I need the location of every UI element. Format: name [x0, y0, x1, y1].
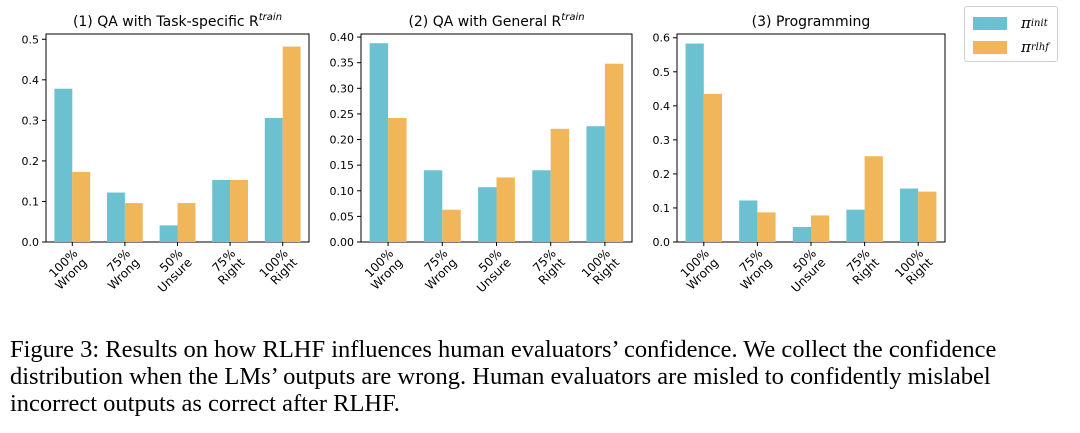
x-tick-label: 100%Right [257, 246, 301, 290]
bar-rlhf [811, 215, 830, 242]
y-tick-label: 0.15 [330, 159, 355, 172]
bar-rlhf [703, 93, 723, 243]
bar-rlhf [388, 118, 407, 242]
charts-canvas: (1) QA with Task-specific Rtrain 0.0 0.1 0.… [22, 12, 946, 295]
y-tick-label: 0.1 [653, 202, 671, 215]
chart-title: (1) QA with Task-specific Rtrain [73, 12, 282, 30]
bar-init [586, 126, 605, 242]
legend-item-init: π init [973, 13, 1048, 33]
chart-2: (2) QA with General Rtrain 0.00 0.05 0.10 0.… [330, 12, 633, 295]
x-tick-label: 75%Wrong [413, 246, 459, 292]
legend-item-rlhf: π rlhf [973, 37, 1049, 57]
bar-init [739, 200, 758, 242]
bar-rlhf [282, 46, 301, 243]
bar-init [478, 187, 497, 242]
x-tick-label: 75%Wrong [96, 246, 142, 292]
figure-caption: Figure 3: Results on how RLHF influences… [10, 336, 997, 417]
bar-init [107, 192, 125, 242]
y-tick-label: 0.25 [330, 108, 355, 121]
x-tick-label: 100%Wrong [359, 246, 405, 292]
chart-title: (3) Programming [752, 14, 871, 30]
bar-rlhf [496, 177, 515, 242]
bar-rlhf [918, 191, 937, 242]
y-tick-label: 0.4 [22, 74, 40, 87]
legend-subscript-init: init [1030, 17, 1048, 29]
legend-subscript-rlhf: rlhf [1030, 41, 1049, 53]
x-tick-label: 100%Right [892, 246, 936, 290]
bar-rlhf [604, 63, 624, 242]
bar-init [369, 43, 389, 242]
bar-init [846, 209, 865, 242]
y-tick-label: 0.00 [330, 236, 355, 249]
y-tick-label: 0.3 [22, 114, 40, 127]
y-tick-label: 0.30 [330, 82, 355, 95]
bar-init [792, 227, 811, 242]
bar-rlhf [177, 203, 196, 242]
x-tick-label: 75%Right [840, 246, 882, 288]
y-tick-label: 0.05 [330, 210, 355, 223]
legend-swatch-rlhf [973, 40, 1007, 54]
legend-swatch-init [973, 16, 1007, 30]
y-tick-label: 0.3 [653, 134, 671, 147]
bar-init [423, 170, 443, 242]
bar-init [899, 188, 919, 242]
chart-1: (1) QA with Task-specific Rtrain 0.0 0.1 0.… [22, 12, 310, 295]
x-tick-label: 100%Wrong [43, 246, 89, 292]
bar-init [532, 170, 551, 242]
y-tick-label: 0.10 [330, 185, 355, 198]
y-tick-label: 0.35 [330, 57, 355, 70]
legend: π init π rlhf [964, 6, 1058, 62]
x-tick-label: 50%Unsure [779, 246, 828, 295]
y-tick-label: 0.0 [22, 236, 40, 249]
bar-rlhf [864, 156, 883, 242]
bar-init [212, 179, 231, 242]
bar-rlhf [757, 212, 776, 242]
x-tick-label: 100%Wrong [675, 246, 721, 292]
bar-init [264, 117, 283, 242]
x-tick-label: 75%Right [206, 246, 248, 288]
y-tick-label: 0.20 [330, 134, 355, 147]
y-tick-label: 0.2 [22, 155, 40, 168]
x-tick-label: 100%Right [579, 246, 623, 290]
bar-init [54, 88, 73, 242]
bar-rlhf [550, 128, 570, 242]
chart-title: (2) QA with General Rtrain [408, 12, 584, 30]
y-tick-label: 0.6 [653, 32, 671, 45]
x-tick-label: 50%Unsure [146, 246, 195, 295]
bar-rlhf [230, 179, 248, 242]
y-tick-label: 0.1 [22, 195, 40, 208]
x-tick-label: 50%Unsure [465, 246, 514, 295]
y-tick-label: 0.2 [653, 168, 671, 181]
legend-symbol-init: π [1021, 14, 1031, 32]
y-tick-label: 0.5 [653, 66, 671, 79]
bar-init [685, 43, 704, 242]
bar-rlhf [442, 209, 461, 242]
y-tick-label: 0.0 [653, 236, 671, 249]
x-tick-label: 75%Right [527, 246, 569, 288]
bar-rlhf [72, 171, 91, 242]
chart-3: (3) Programming 0.0 0.1 0.2 0.3 0.4 0.5 0.6 100%… [653, 14, 946, 295]
bar-init [159, 225, 178, 242]
bar-rlhf [124, 203, 143, 242]
x-tick-label: 75%Wrong [728, 246, 774, 292]
y-tick-label: 0.5 [22, 33, 40, 46]
legend-symbol-rlhf: π [1021, 38, 1031, 56]
y-tick-label: 0.4 [653, 100, 671, 113]
y-tick-label: 0.40 [330, 31, 355, 44]
